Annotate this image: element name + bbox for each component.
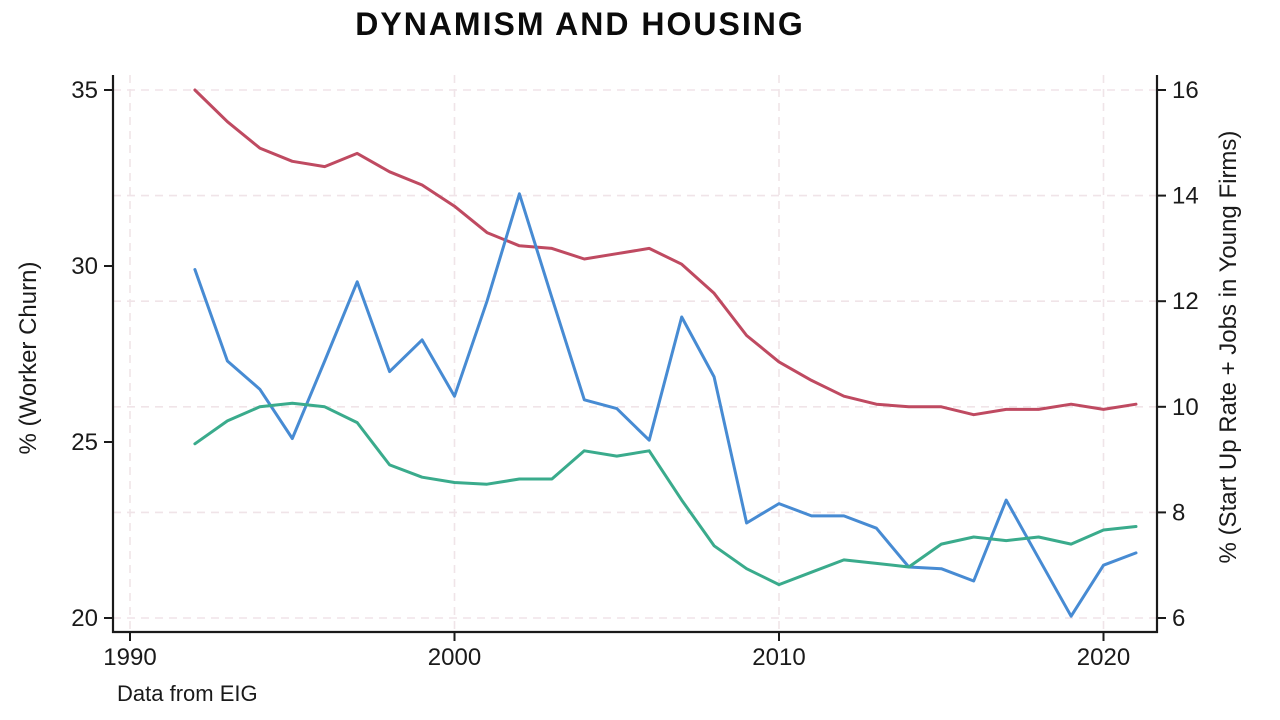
- left-tick-label: 35: [71, 77, 98, 104]
- right-tick-label: 10: [1172, 394, 1199, 421]
- series-green-line: [193, 401, 1138, 587]
- x-tick-label: 2020: [1077, 644, 1130, 671]
- source-note: Data from EIG: [117, 681, 258, 706]
- left-tick-label: 30: [71, 253, 98, 280]
- right-tick-label: 14: [1172, 183, 1199, 210]
- series-red-line: [193, 88, 1138, 417]
- right-tick-label: 6: [1172, 605, 1185, 632]
- series-blue-line: [193, 192, 1138, 618]
- x-tick-label: 2010: [752, 644, 805, 671]
- x-tick-label: 2000: [428, 644, 481, 671]
- right-tick-label: 8: [1172, 499, 1185, 526]
- right-tick-label: 16: [1172, 77, 1199, 104]
- x-tick-label: 1990: [103, 644, 156, 671]
- right-axis-title: % (Start Up Rate + Jobs in Young Firms): [1215, 130, 1242, 564]
- left-tick-label: 20: [71, 605, 98, 632]
- left-axis-title: % (Worker Churn): [15, 261, 42, 455]
- left-tick-label: 25: [71, 429, 98, 456]
- chart-title: DYNAMISM AND HOUSING: [355, 6, 805, 42]
- right-tick-label: 12: [1172, 288, 1199, 315]
